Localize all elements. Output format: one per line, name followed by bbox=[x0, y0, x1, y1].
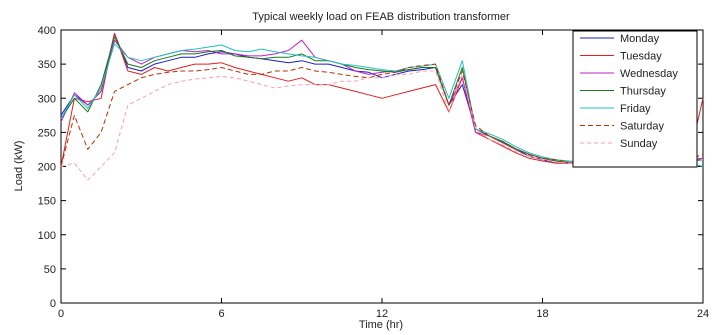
legend-box bbox=[572, 30, 698, 168]
x-tick-label: 0 bbox=[58, 308, 64, 320]
y-tick-label: 100 bbox=[38, 230, 56, 242]
y-tick-label: 200 bbox=[38, 162, 56, 174]
x-tick-label: 6 bbox=[218, 308, 224, 320]
x-tick-label: 24 bbox=[697, 308, 709, 320]
legend-label-saturday: Saturday bbox=[620, 121, 665, 133]
legend-label-tuesday: Tuesday bbox=[620, 51, 662, 63]
legend-label-monday: Monday bbox=[620, 33, 660, 45]
legend: Monday Tuesday Wednesday Thursday Friday Satu… bbox=[572, 30, 698, 168]
axis-ticks: 0 6 12 18 24 0 50 100 150 200 250 300 350 400 bbox=[38, 25, 709, 320]
y-tick-label: 400 bbox=[38, 25, 56, 37]
legend-label-thursday: Thursday bbox=[620, 86, 666, 98]
y-tick-label: 50 bbox=[44, 264, 56, 276]
y-tick-label: 300 bbox=[38, 93, 56, 105]
y-tick-label: 350 bbox=[38, 59, 56, 71]
chart-title: Typical weekly load on FEAB distribution… bbox=[252, 11, 510, 23]
y-axis-label: Load (kW) bbox=[13, 141, 25, 192]
legend-label-wednesday: Wednesday bbox=[620, 68, 678, 80]
legend-label-friday: Friday bbox=[620, 103, 651, 115]
y-tick-label: 250 bbox=[38, 127, 56, 139]
y-tick-label: 150 bbox=[38, 196, 56, 208]
x-tick-label: 18 bbox=[536, 308, 548, 320]
x-axis-label: Time (hr) bbox=[359, 319, 403, 331]
x-tick-label: 12 bbox=[376, 308, 388, 320]
legend-label-sunday: Sunday bbox=[620, 138, 658, 150]
series-line-sunday bbox=[60, 70, 704, 181]
y-tick-label: 0 bbox=[50, 298, 56, 310]
